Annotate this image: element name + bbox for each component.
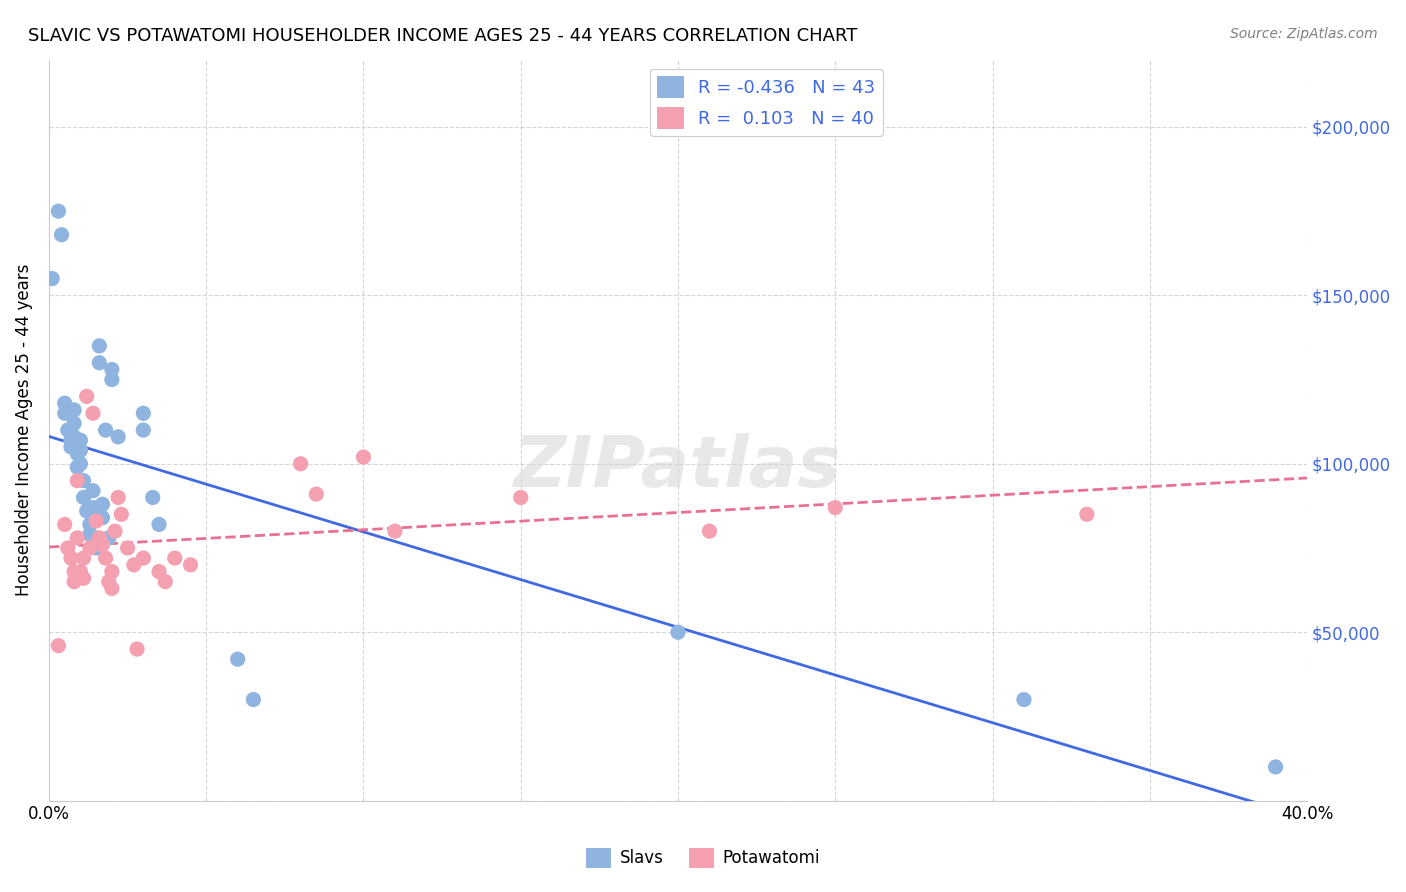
Point [66,531,89,545]
Point [94,551,117,566]
Point [117,541,139,555]
Point [101,565,124,579]
Point [53,406,76,420]
Point [1264,760,1286,774]
Point [48,639,70,653]
Point [72,474,94,488]
Point [59,551,82,566]
Point [56,423,79,437]
Point [104,524,127,538]
Point [84,514,107,528]
Point [82,406,104,420]
Point [132,423,155,437]
Point [66,474,89,488]
Point [148,517,170,532]
Point [69,434,91,448]
Point [91,510,114,524]
Point [76,504,98,518]
Point [142,491,165,505]
Point [72,551,94,566]
Point [82,500,104,515]
Point [79,517,101,532]
Point [51,227,73,242]
Point [155,574,177,589]
Point [63,565,86,579]
Point [125,642,148,657]
Point [384,524,406,538]
Point [163,551,186,566]
Point [107,430,129,444]
Point [84,541,107,555]
Point [1012,692,1035,706]
Point [699,524,721,538]
Point [56,541,79,555]
Point [179,558,201,572]
Point [89,339,111,353]
Point [76,389,98,403]
Point [107,491,129,505]
Point [509,491,531,505]
Point [66,460,89,475]
Text: Source: ZipAtlas.com: Source: ZipAtlas.com [1230,27,1378,41]
Point [226,652,249,666]
Point [84,531,107,545]
Point [89,356,111,370]
Point [290,457,312,471]
Point [53,396,76,410]
Point [97,531,120,545]
Point [82,483,104,498]
Point [59,434,82,448]
Point [353,450,375,464]
Point [63,403,86,417]
Point [79,541,101,555]
Point [48,204,70,219]
Point [122,558,145,572]
Point [94,423,117,437]
Point [242,692,264,706]
Point [69,457,91,471]
Legend: Slavs, Potawatomi: Slavs, Potawatomi [579,841,827,875]
Legend: R = -0.436   N = 43, R =  0.103   N = 40: R = -0.436 N = 43, R = 0.103 N = 40 [650,69,883,136]
Point [41,271,63,285]
Point [63,574,86,589]
Point [132,406,155,420]
Point [97,574,120,589]
Point [72,491,94,505]
Point [63,430,86,444]
Point [666,625,689,640]
Point [69,443,91,458]
Point [1076,508,1098,522]
Point [53,517,76,532]
Point [148,565,170,579]
Point [72,571,94,585]
Point [59,440,82,454]
Point [101,373,124,387]
Point [91,497,114,511]
Point [89,531,111,545]
Point [101,582,124,596]
Point [66,447,89,461]
Point [305,487,328,501]
Point [110,508,132,522]
Point [63,417,86,431]
Point [91,538,114,552]
Point [132,551,155,566]
Point [824,500,846,515]
Y-axis label: Householder Income Ages 25 - 44 years: Householder Income Ages 25 - 44 years [15,264,32,596]
Point [79,527,101,541]
Point [69,565,91,579]
Text: SLAVIC VS POTAWATOMI HOUSEHOLDER INCOME AGES 25 - 44 YEARS CORRELATION CHART: SLAVIC VS POTAWATOMI HOUSEHOLDER INCOME … [28,27,858,45]
Point [101,362,124,376]
Text: ZIPatlas: ZIPatlas [515,433,842,501]
